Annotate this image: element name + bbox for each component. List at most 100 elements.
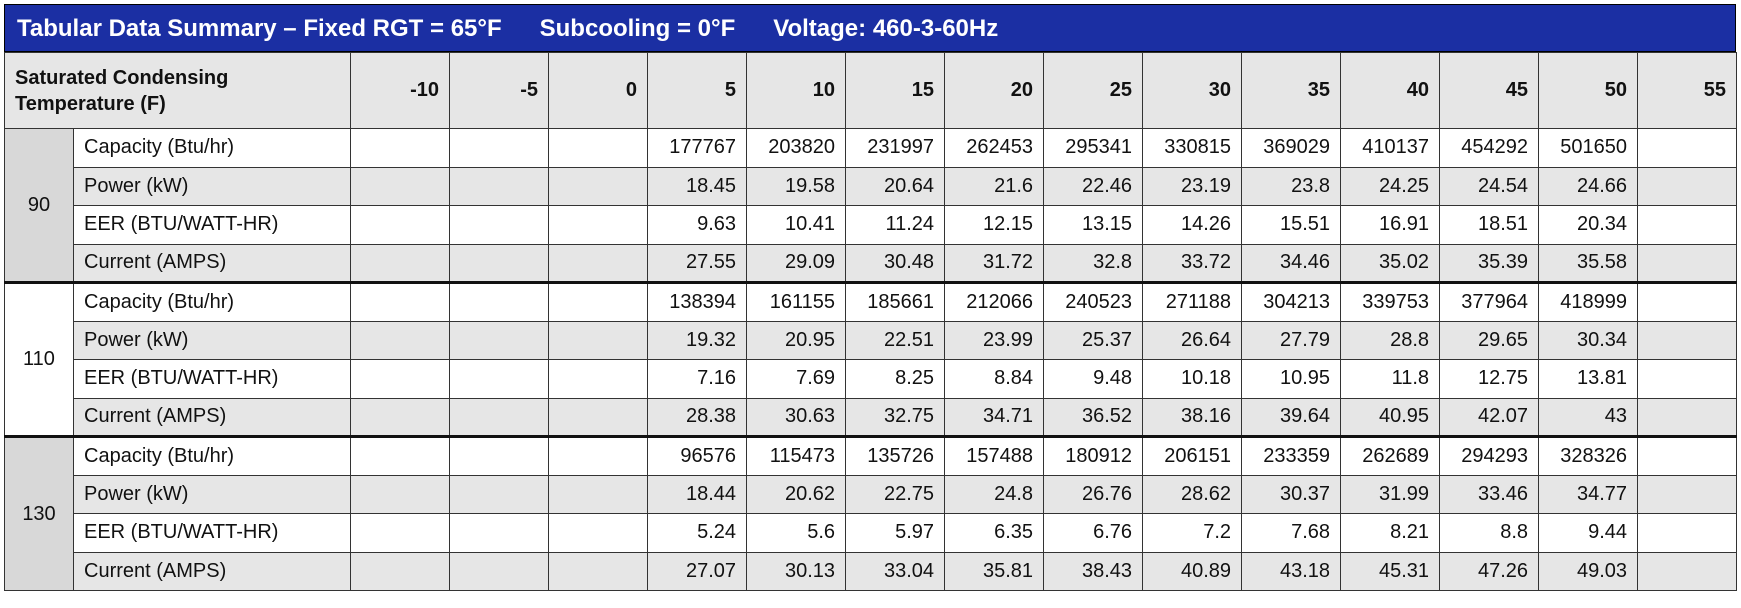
- value-cell: 26.64: [1142, 320, 1243, 360]
- data-row: EER (BTU/WATT-HR) 7.16 7.69 8.25 8.84 9.48 10.…: [5, 359, 1738, 399]
- value-cell: 36.52: [1043, 397, 1144, 437]
- value-cell: 22.51: [845, 320, 946, 360]
- value-cell: [1637, 551, 1738, 591]
- value-cell: [449, 359, 550, 399]
- value-cell: 11.24: [845, 205, 946, 245]
- value-cell: 25.37: [1043, 320, 1144, 360]
- value-cell: 29.09: [746, 243, 847, 283]
- value-cell: [1637, 474, 1738, 514]
- value-cell: [449, 474, 550, 514]
- value-cell: [1637, 205, 1738, 245]
- row-label: Current (AMPS): [72, 397, 352, 437]
- value-cell: 24.25: [1340, 166, 1441, 206]
- value-cell: 27.07: [647, 551, 748, 591]
- value-cell: 20.62: [746, 474, 847, 514]
- value-cell: 28.38: [647, 397, 748, 437]
- value-cell: 15.51: [1241, 205, 1342, 245]
- title-part: Tabular Data Summary – Fixed RGT = 65°F: [17, 15, 502, 42]
- value-cell: 231997: [845, 128, 946, 168]
- value-cell: 42.07: [1439, 397, 1540, 437]
- value-cell: [548, 281, 649, 322]
- value-cell: 31.99: [1340, 474, 1441, 514]
- column-header: 20: [944, 52, 1045, 129]
- value-cell: [350, 243, 451, 283]
- value-cell: [350, 551, 451, 591]
- value-cell: 7.2: [1142, 513, 1243, 553]
- value-cell: 206151: [1142, 435, 1243, 476]
- value-cell: 27.79: [1241, 320, 1342, 360]
- value-cell: 328326: [1538, 435, 1639, 476]
- row-label: Capacity (Btu/hr): [72, 435, 352, 476]
- column-header: 50: [1538, 52, 1639, 129]
- value-cell: 34.77: [1538, 474, 1639, 514]
- data-row: Power (kW) 18.45 19.58 20.64 21.6 22.46 23.19 2…: [5, 166, 1738, 206]
- value-cell: 20.64: [845, 166, 946, 206]
- value-cell: 177767: [647, 128, 748, 168]
- value-cell: 418999: [1538, 281, 1639, 322]
- value-cell: 20.95: [746, 320, 847, 360]
- value-cell: [548, 243, 649, 283]
- value-cell: [1637, 281, 1738, 322]
- value-cell: 30.37: [1241, 474, 1342, 514]
- value-cell: [1637, 128, 1738, 168]
- value-cell: 5.6: [746, 513, 847, 553]
- value-cell: 23.19: [1142, 166, 1243, 206]
- value-cell: 11.8: [1340, 359, 1441, 399]
- value-cell: 7.68: [1241, 513, 1342, 553]
- value-cell: [449, 166, 550, 206]
- value-cell: 96576: [647, 435, 748, 476]
- value-cell: [548, 435, 649, 476]
- value-cell: 22.46: [1043, 166, 1144, 206]
- column-header: 45: [1439, 52, 1540, 129]
- value-cell: [548, 205, 649, 245]
- value-cell: [449, 281, 550, 322]
- value-cell: 203820: [746, 128, 847, 168]
- value-cell: 161155: [746, 281, 847, 322]
- value-cell: 43.18: [1241, 551, 1342, 591]
- data-row: EER (BTU/WATT-HR) 5.24 5.6 5.97 6.35 6.76 7.2 7…: [5, 513, 1738, 553]
- group-temp: 90: [4, 128, 74, 283]
- value-cell: 377964: [1439, 281, 1540, 322]
- value-cell: 35.02: [1340, 243, 1441, 283]
- value-cell: 9.44: [1538, 513, 1639, 553]
- value-cell: 18.51: [1439, 205, 1540, 245]
- value-cell: 38.16: [1142, 397, 1243, 437]
- value-cell: 369029: [1241, 128, 1342, 168]
- value-cell: 35.39: [1439, 243, 1540, 283]
- value-cell: 295341: [1043, 128, 1144, 168]
- value-cell: 8.84: [944, 359, 1045, 399]
- page: Tabular Data Summary – Fixed RGT = 65°F S…: [3, 4, 1738, 591]
- value-cell: 23.8: [1241, 166, 1342, 206]
- value-cell: [1637, 513, 1738, 553]
- column-header: -5: [449, 52, 550, 129]
- row-label: EER (BTU/WATT-HR): [72, 513, 352, 553]
- column-header: 35: [1241, 52, 1342, 129]
- title-bar: Tabular Data Summary – Fixed RGT = 65°F S…: [4, 4, 1736, 52]
- group-temp: 110: [4, 281, 74, 437]
- value-cell: 19.58: [746, 166, 847, 206]
- value-cell: 18.44: [647, 474, 748, 514]
- value-cell: [1637, 435, 1738, 476]
- value-cell: [350, 320, 451, 360]
- value-cell: [548, 128, 649, 168]
- value-cell: 10.95: [1241, 359, 1342, 399]
- column-header: 55: [1637, 52, 1738, 129]
- value-cell: 10.18: [1142, 359, 1243, 399]
- value-cell: 21.6: [944, 166, 1045, 206]
- data-row: 90 Capacity (Btu/hr) 177767 203820 231997 262…: [4, 128, 1738, 283]
- row-label: Power (kW): [72, 474, 352, 514]
- value-cell: 294293: [1439, 435, 1540, 476]
- value-cell: 7.69: [746, 359, 847, 399]
- value-cell: 43: [1538, 397, 1639, 437]
- value-cell: 8.21: [1340, 513, 1441, 553]
- value-cell: 33.72: [1142, 243, 1243, 283]
- value-cell: 29.65: [1439, 320, 1540, 360]
- value-cell: 180912: [1043, 435, 1144, 476]
- value-cell: 240523: [1043, 281, 1144, 322]
- value-cell: 5.24: [647, 513, 748, 553]
- value-cell: 454292: [1439, 128, 1540, 168]
- value-cell: 49.03: [1538, 551, 1639, 591]
- value-cell: [350, 435, 451, 476]
- value-cell: [548, 359, 649, 399]
- value-cell: [548, 513, 649, 553]
